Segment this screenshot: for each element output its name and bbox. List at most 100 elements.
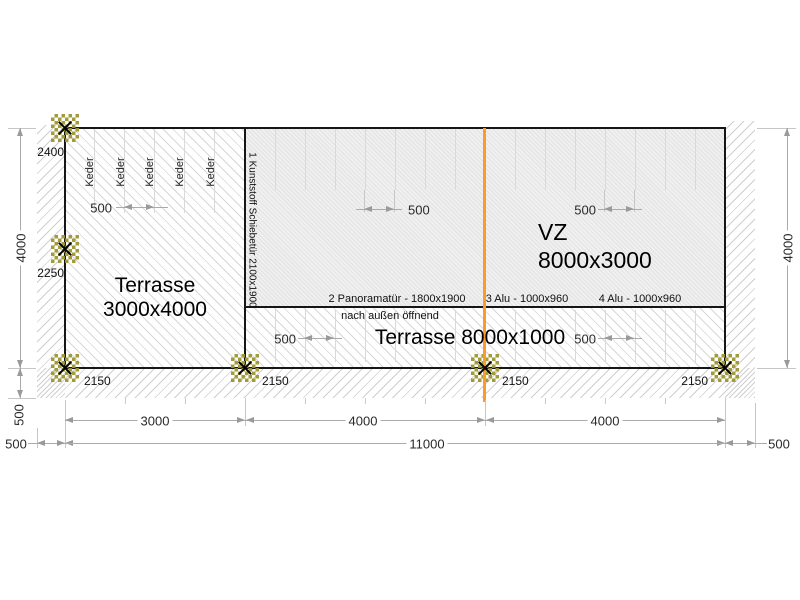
dim-value: 4000 [587,413,623,429]
post-x-mark [716,359,734,377]
room-title-line: Terrasse [114,274,196,297]
door-label-alu4: 4 Alu - 1000x960 [598,293,682,305]
keder-label: Keder [84,157,96,187]
partition-vertical [244,127,246,369]
dim-extension [65,400,66,448]
dim-arrow [477,417,485,423]
room-title-vz: VZ 8000x3000 [538,218,652,274]
post-x-mark [476,359,494,377]
door-label-alu3: 3 Alu - 1000x960 [485,293,569,305]
room-title-line: 3000x4000 [103,298,207,321]
dim-extension [757,128,796,129]
dim-line [65,420,725,421]
dim-arrow [364,206,372,212]
dim-value: 500 [408,202,430,218]
dim-line [717,443,767,444]
room-title-terrasse-bottom: Terrasse 8000x1000 [374,326,566,349]
keder-label: Keder [205,157,217,187]
room-title-terrasse-left: Terrasse 3000x4000 [65,274,245,322]
post-label: 2150 [502,374,529,388]
dim-arrow [304,335,312,341]
dim-extension [245,400,246,426]
post-label: 2150 [262,374,289,388]
post-label: 2150 [84,374,111,388]
dim-arrow [784,360,790,368]
wall-hatch-right [725,121,755,398]
dim-arrow [237,417,245,423]
dim-extension [394,190,395,212]
dim-arrow [246,417,254,423]
dim-value: 500 [274,331,296,347]
dim-value: 500 [90,200,112,216]
post-label: 2150 [681,374,708,388]
dim-line [298,338,342,339]
dim-value: 4000 [780,230,796,266]
dim-line [65,443,725,444]
dim-arrow [725,440,733,446]
dim-arrow [626,206,634,212]
dim-value: 11000 [406,436,448,452]
dim-extension [8,398,36,399]
dim-arrow [747,440,755,446]
dim-arrow [57,440,65,446]
dim-value: 3000 [137,413,173,429]
post-label: 2250 [37,266,64,280]
dim-extension [604,190,605,212]
post-label: 2400 [37,145,64,159]
dim-arrow [784,128,790,136]
dim-value: 500 [768,436,790,452]
gridlines-terrasse-left [94,129,220,213]
dim-arrow [626,335,634,341]
post-x-mark [56,240,74,258]
dim-arrow [486,417,494,423]
door-note: nach außen öffnend [341,310,439,322]
dim-arrow [604,335,612,341]
door-label-sliding: 1 Kunststoff Schiebetür 2100x1900 [246,152,258,308]
dim-arrow [124,204,132,210]
dim-arrow [386,206,394,212]
keder-label: Keder [174,157,186,187]
dim-line [598,338,642,339]
ground-hatch-bottom [37,368,755,398]
dim-value: 500 [574,331,596,347]
dim-arrow [17,128,23,136]
dim-arrow [717,417,725,423]
dim-arrow [37,440,45,446]
dim-extension [757,368,796,369]
dim-arrow [146,204,154,210]
dim-arrow [17,390,23,398]
dim-extension [634,190,635,212]
dim-value: 4000 [345,413,381,429]
room-title-line: 8000x3000 [538,247,652,273]
dim-line [28,443,74,444]
post-x-mark [56,119,74,137]
dim-arrow [17,360,23,368]
dim-value: 500 [574,202,596,218]
dim-value: 4000 [13,230,29,266]
dim-extension [37,428,38,448]
dim-value: 500 [5,436,27,452]
dim-value: 500 [11,404,27,426]
post-x-mark [236,359,254,377]
gridticks-ground [125,398,726,404]
dim-line [356,209,402,210]
room-title-line: VZ [538,219,568,245]
post-x-mark [56,359,74,377]
axis-line-orange [483,128,486,402]
keder-label: Keder [115,157,127,187]
dim-arrow [17,368,23,376]
dim-line [116,207,168,208]
dim-line [20,368,21,398]
door-label-panorama: 2 Panoramatür - 1800x1900 [328,293,466,305]
dim-extension [725,400,726,448]
dim-arrow [604,206,612,212]
gridlines-vz [275,129,701,190]
dim-arrow [65,417,73,423]
keder-label: Keder [144,157,156,187]
dim-extension [485,400,486,426]
dim-arrow [326,335,334,341]
dim-extension [755,403,756,448]
dim-line [598,209,642,210]
dim-extension [364,190,365,212]
